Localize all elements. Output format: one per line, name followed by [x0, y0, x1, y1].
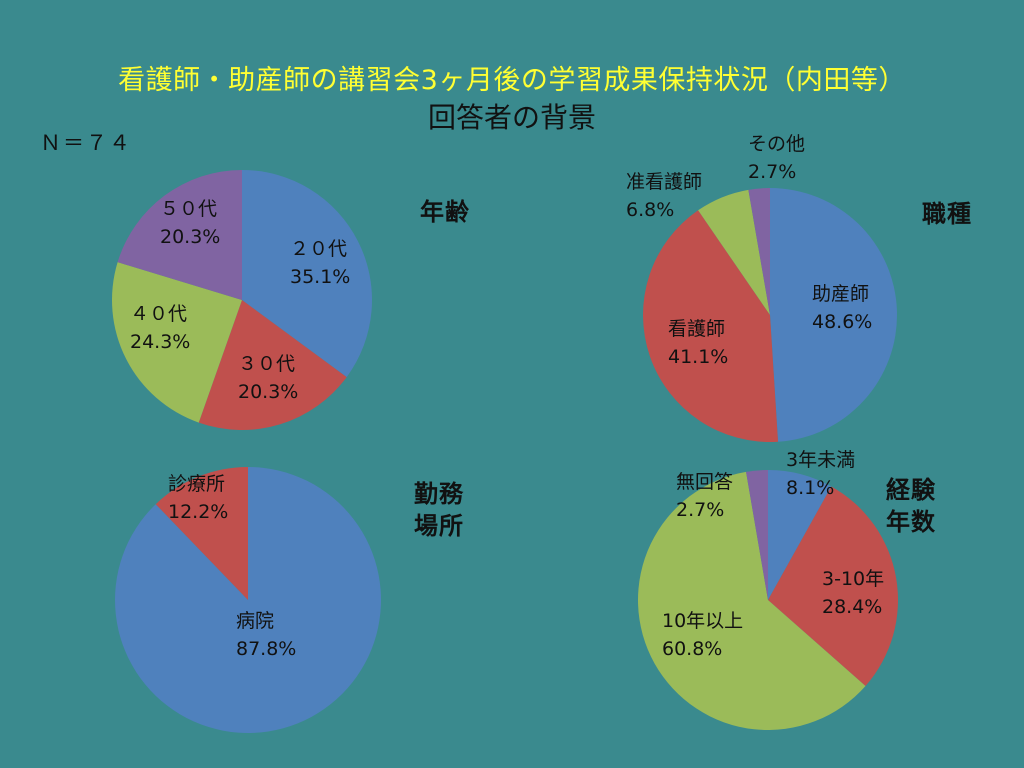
pie-0-label-1-category: ３０代 — [238, 353, 295, 375]
pie-1-label-2-value: 6.8% — [626, 199, 674, 221]
pie-1-label-1-category: 看護師 — [668, 318, 725, 340]
pie-0-label-1-value: 20.3% — [238, 381, 298, 403]
pie-1-label-0-value: 48.6% — [812, 311, 872, 333]
pie-3-label-3-value: 2.7% — [676, 499, 724, 521]
pie-3-label-2-category: 10年以上 — [662, 610, 743, 632]
experience-chart-title: 経験 年数 — [886, 474, 936, 538]
workplace-title-line-2: 場所 — [414, 512, 464, 540]
slide-subtitle: 回答者の背景 — [427, 101, 596, 134]
pie-2-label-1-category: 診療所 — [168, 473, 225, 495]
pie-0-slice-3 — [117, 170, 242, 300]
pie-3-label-1-category: 3-10年 — [822, 568, 884, 590]
pie-0-slice-1 — [198, 300, 347, 430]
pie-3-label-0-value: 8.1% — [786, 477, 834, 499]
age-chart-title: 年齢 — [420, 198, 470, 226]
pie-0-slice-0 — [242, 170, 373, 378]
pie-1-label-1-value: 41.1% — [668, 346, 728, 368]
pie-1-slice-3 — [748, 188, 770, 315]
pie-3-slice-3 — [746, 470, 768, 600]
pie-2-label-1-value: 12.2% — [168, 501, 228, 523]
pie-1-label-2-category: 准看護師 — [626, 171, 702, 193]
pie-3-slice-1 — [768, 486, 898, 686]
pie-3-label-0-category: 3年未満 — [786, 449, 855, 471]
pie-3-label-2-value: 60.8% — [662, 638, 722, 660]
pie-0-label-3-value: 20.3% — [160, 226, 220, 248]
pie-0-slice-2 — [111, 262, 242, 423]
pie-0-label-0-value: 35.1% — [290, 266, 350, 288]
pie-3-label-1-value: 28.4% — [822, 596, 882, 618]
pie-3-slice-0 — [768, 470, 832, 600]
slide-title: 看護師・助産師の講習会3ヶ月後の学習成果保持状況（内田等） — [118, 65, 906, 96]
pie-3-label-3-category: 無回答 — [676, 471, 733, 493]
workplace-title-line-1: 勤務 — [414, 480, 464, 508]
pie-0-label-0-category: ２０代 — [290, 238, 347, 260]
pie-2-label-0-value: 87.8% — [236, 638, 296, 660]
pie-0-label-2-category: ４０代 — [130, 303, 187, 325]
pie-0-label-3-category: ５０代 — [160, 198, 217, 220]
sample-size-label: Ｎ＝７４ — [40, 131, 132, 155]
pie-1-label-3-value: 2.7% — [748, 161, 796, 183]
pie-1-slice-0 — [770, 188, 897, 442]
pie-3-slice-2 — [637, 471, 866, 730]
pie-0-label-2-value: 24.3% — [130, 331, 190, 353]
pie-1-label-3-category: その他 — [748, 133, 805, 155]
pie-1-label-0-category: 助産師 — [812, 283, 869, 305]
pie-2-label-0-category: 病院 — [236, 610, 274, 632]
workplace-chart-title: 勤務 場所 — [414, 478, 464, 542]
pie-1-slice-1 — [642, 210, 779, 442]
pie-2-slice-1 — [155, 467, 248, 600]
occupation-chart-title: 職種 — [922, 200, 972, 228]
pie-1-slice-2 — [698, 189, 770, 315]
experience-title-line-1: 経験 — [886, 476, 936, 504]
experience-title-line-2: 年数 — [886, 508, 936, 536]
